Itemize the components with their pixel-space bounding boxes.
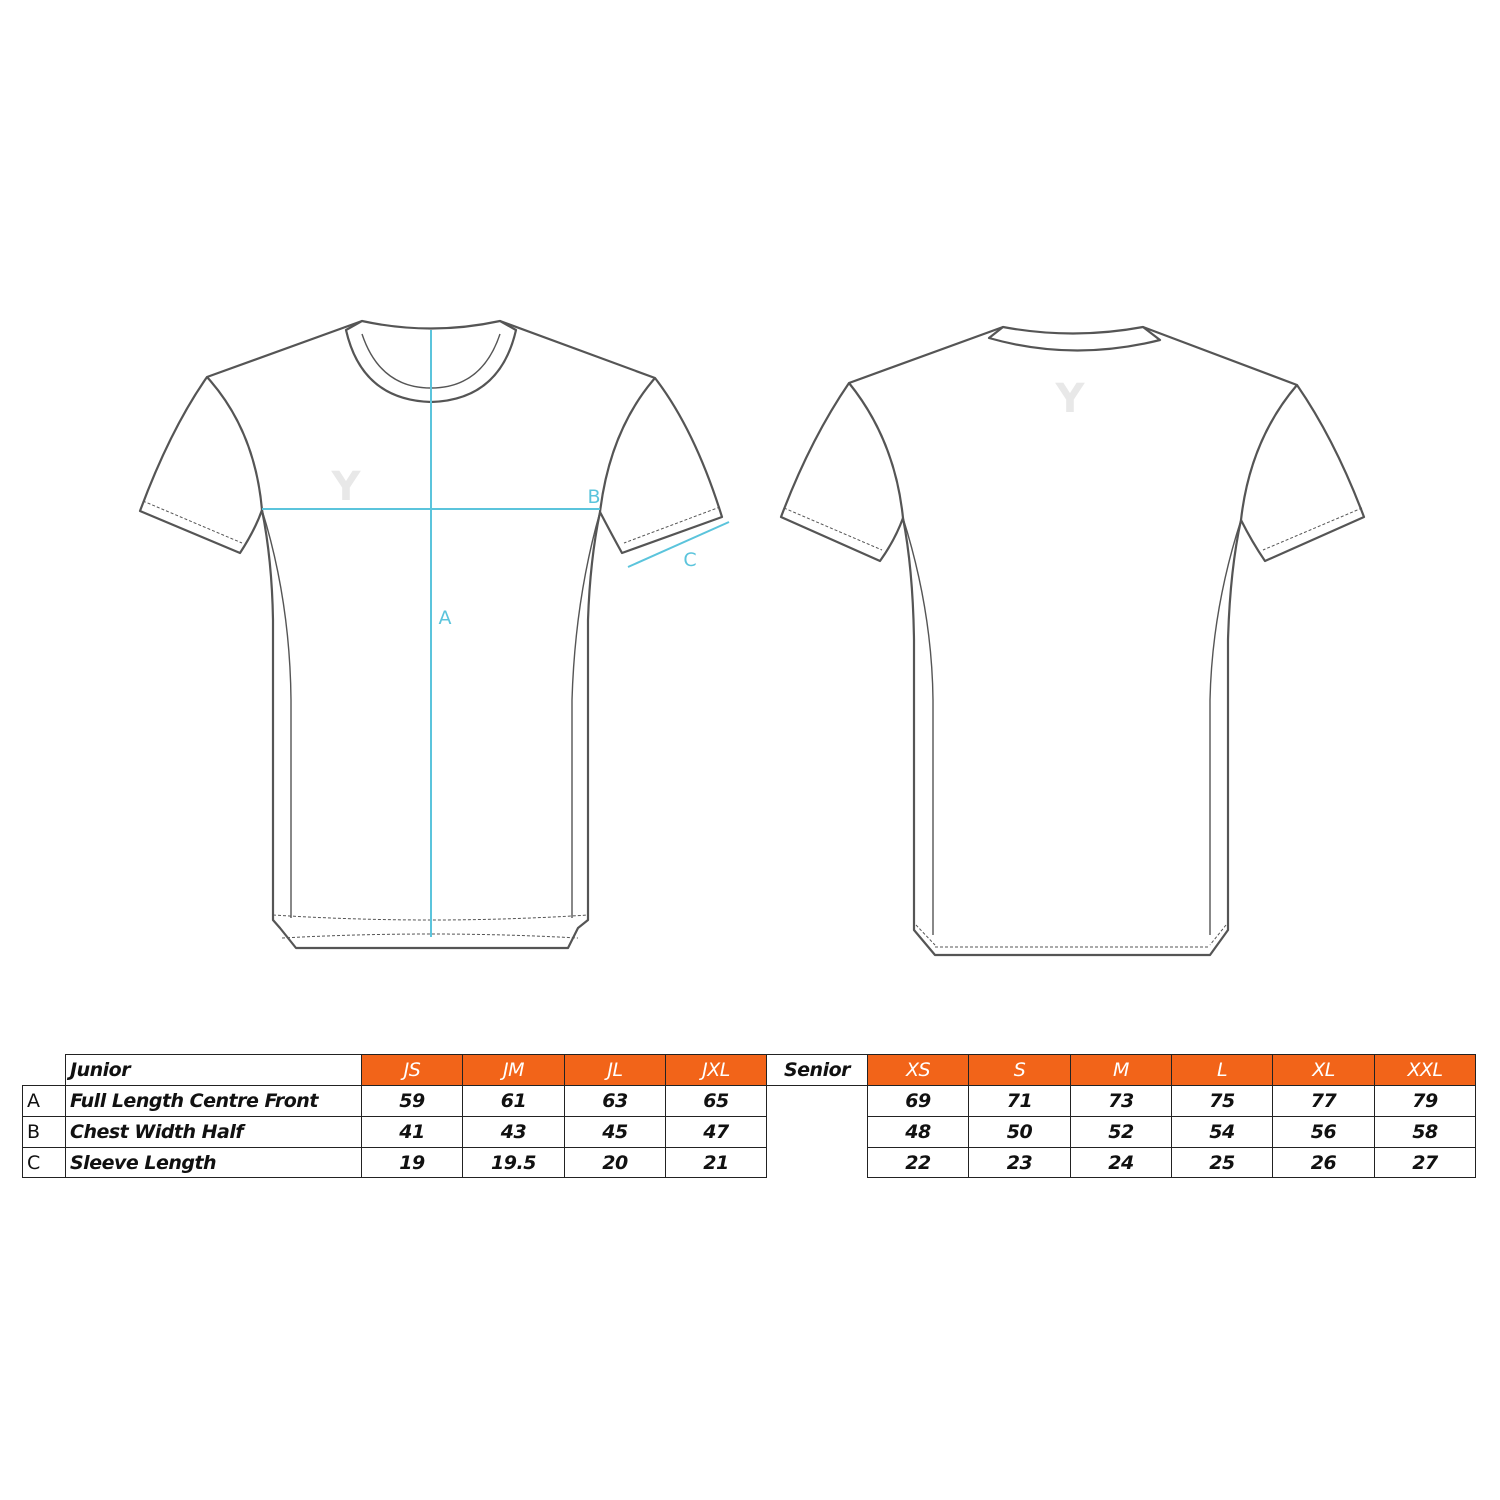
senior-value-cell: 56 [1272,1116,1375,1148]
junior-value-cell: 21 [665,1147,767,1178]
senior-value-cell: 22 [867,1147,969,1178]
junior-value-cell: 63 [564,1085,666,1117]
senior-value-cell: 24 [1070,1147,1172,1178]
senior-size-header: XL [1272,1054,1375,1086]
senior-value-cell: 79 [1374,1085,1476,1117]
junior-size-header: JXL [665,1054,767,1086]
measure-name: Chest Width Half [65,1116,362,1148]
senior-value-cell: 50 [968,1116,1071,1148]
junior-size-header: JL [564,1054,666,1086]
tshirt-diagrams: Y A B C Y [138,319,1366,957]
junior-value-cell: 65 [665,1085,767,1117]
junior-header-label: Junior [65,1054,362,1086]
junior-value-cell: 19.5 [462,1147,565,1178]
senior-value-cell: 73 [1070,1085,1172,1117]
measure-letter: A [22,1085,66,1117]
back-tshirt [779,325,1366,957]
senior-value-cell: 25 [1171,1147,1273,1178]
measure-label-a: A [439,607,452,629]
measurement-lines [262,330,730,937]
senior-value-cell: 26 [1272,1147,1375,1178]
senior-value-cell: 23 [968,1147,1071,1178]
measure-letter: C [22,1147,66,1178]
junior-size-header: JS [361,1054,463,1086]
senior-value-cell: 71 [968,1085,1071,1117]
logo-mark-front: Y [331,464,362,510]
junior-value-cell: 47 [665,1116,767,1148]
measure-line-c [627,521,730,568]
measure-name: Sleeve Length [65,1147,362,1178]
senior-value-cell: 48 [867,1116,969,1148]
senior-size-header: M [1070,1054,1172,1086]
senior-size-header: L [1171,1054,1273,1086]
junior-size-header: JM [462,1054,565,1086]
junior-value-cell: 20 [564,1147,666,1178]
junior-value-cell: 61 [462,1085,565,1117]
measure-letter: B [22,1116,66,1148]
senior-size-header: S [968,1054,1071,1086]
junior-value-cell: 19 [361,1147,463,1178]
junior-value-cell: 59 [361,1085,463,1117]
measure-label-c: C [683,549,696,571]
senior-value-cell: 27 [1374,1147,1476,1178]
senior-value-cell: 77 [1272,1085,1375,1117]
senior-value-cell: 58 [1374,1116,1476,1148]
junior-value-cell: 41 [361,1116,463,1148]
measure-name: Full Length Centre Front [65,1085,362,1117]
measure-label-b: B [587,486,600,508]
senior-size-header: XXL [1374,1054,1476,1086]
senior-size-header: XS [867,1054,969,1086]
senior-value-cell: 52 [1070,1116,1172,1148]
logo-mark-back: Y [1055,376,1086,422]
senior-value-cell: 54 [1171,1116,1273,1148]
senior-header-label: Senior [766,1054,868,1086]
senior-value-cell: 69 [867,1085,969,1117]
senior-value-cell: 75 [1171,1085,1273,1117]
junior-value-cell: 45 [564,1116,666,1148]
junior-value-cell: 43 [462,1116,565,1148]
